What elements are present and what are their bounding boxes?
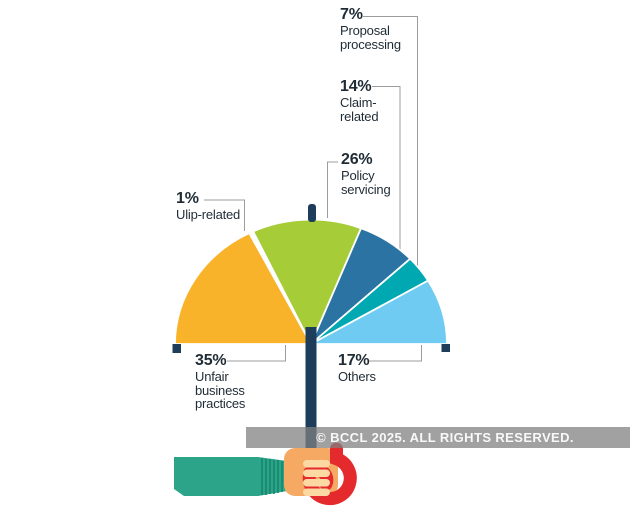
label-claim-related: 14% Claim- related [340,78,379,124]
slice-policy-servicing [251,218,363,347]
label-ulip-pct: 1% [176,190,199,207]
label-policy-name: Policy servicing [341,168,391,197]
umbrella-canopy [174,218,448,347]
label-others-name: Others [338,369,376,384]
umbrella-left-foot [172,344,181,353]
label-proposal-name: Proposal processing [340,23,401,52]
label-ulip-name: Ulip-related [176,207,241,222]
slice-unfair-business-practices [174,231,313,345]
label-proposal-processing: 7% Proposal processing [340,6,401,51]
label-proposal-pct: 7% [340,6,363,23]
label-claim-name: Claim- related [340,95,379,124]
connector-lines [204,16,422,362]
label-others-pct: 17% [338,352,370,369]
label-others: 17% Others [338,352,376,384]
connector-claim-related [372,86,401,257]
sleeve [174,457,258,496]
watermark-text: © BCCL 2025. ALL RIGHTS RESERVED. [316,430,574,445]
hand-holding-umbrella [174,442,357,506]
watermark-bar: © BCCL 2025. ALL RIGHTS RESERVED. [246,427,630,448]
fingers [303,460,330,496]
slice-others [310,279,448,345]
connector-others [368,345,422,362]
connector-policy-servicing [327,161,338,218]
cuff-ridges [261,458,283,495]
connector-ulip-related [204,199,245,231]
umbrella-right-foot [441,344,450,352]
label-unfair-name: Unfair business practices [195,369,246,411]
connector-unfair-business [227,345,286,362]
label-unfair-pct: 35% [195,352,227,369]
label-claim-pct: 14% [340,78,372,95]
label-ulip-related: 1% Ulip-related [176,190,240,222]
label-unfair-business-practices: 35% Unfair business practices [195,352,245,411]
label-policy-servicing: 26% Policy servicing [341,151,391,196]
umbrella-pole [305,327,317,453]
label-policy-pct: 26% [341,151,373,168]
umbrella-top-tip [308,204,316,222]
connector-proposal-processing [363,16,418,279]
